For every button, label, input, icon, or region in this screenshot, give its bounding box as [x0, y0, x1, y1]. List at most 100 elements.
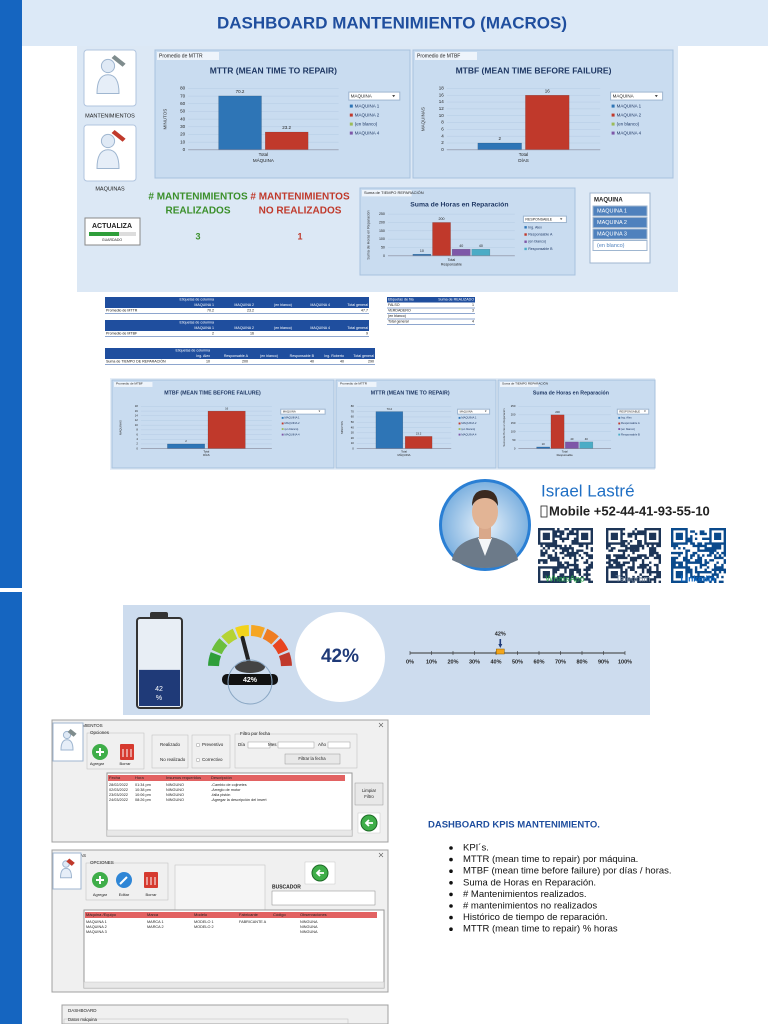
- pencil: [119, 876, 128, 885]
- chart-tab-label: Suma de TIEMPO REPARACIÓN: [364, 190, 424, 195]
- bullet: [449, 869, 453, 873]
- avatar-shirt: [478, 538, 492, 556]
- bullet: [449, 892, 453, 897]
- profile-link[interactable]: Telegram: [616, 573, 651, 583]
- bar: [579, 441, 594, 449]
- pivot-cell: Promedio de MTTR: [106, 309, 138, 313]
- trash: [122, 749, 132, 757]
- y-tick-label: 30: [180, 124, 186, 129]
- icon-head: [62, 730, 72, 740]
- legend-swatch: [611, 104, 615, 108]
- legend-label: (en blanco): [621, 427, 635, 431]
- group-box: [85, 862, 169, 901]
- legend-label: Responsable B: [528, 247, 553, 251]
- pivot-cell: Suma de REALIZADO: [438, 298, 474, 302]
- slicer-item-label: (en blanco): [597, 243, 625, 249]
- profile-link[interactable]: LinkedIn: [681, 573, 716, 583]
- phone-glyph: [540, 505, 548, 518]
- table: [106, 772, 353, 837]
- value-label: 40: [459, 244, 463, 248]
- bar: [525, 95, 570, 151]
- table-header-label: Fecha: [109, 775, 121, 780]
- table-cell: -Agregar la descripción del insert: [211, 798, 267, 802]
- legend-label: (en blanco): [617, 121, 640, 126]
- y-tick-label: 200: [511, 413, 516, 417]
- slicer-item[interactable]: [592, 217, 648, 228]
- y-tick-label: 60: [351, 415, 355, 419]
- legend-swatch: [524, 233, 527, 236]
- profile-name: Israel Lastré: [541, 481, 635, 500]
- radio-label: Realizado: [160, 742, 181, 747]
- clear-button[interactable]: [354, 782, 384, 806]
- combo-box[interactable]: [327, 741, 351, 749]
- slider-tick-label: 70%: [555, 659, 566, 665]
- x-tick-label: Total: [519, 152, 529, 157]
- kpi-label: # MANTENIMIENTOS: [148, 192, 248, 203]
- y-tick-label: 8: [441, 120, 444, 125]
- form-title: DASHBOARD: [68, 1008, 97, 1013]
- slicer-item[interactable]: [592, 205, 648, 217]
- y-tick-label: 40: [180, 116, 186, 121]
- pivot-cell: 40: [310, 360, 314, 364]
- x-tick-label: Total: [401, 449, 407, 453]
- form-window: [61, 1004, 389, 1024]
- filter-button-label: Filtrar la fecha: [298, 756, 326, 761]
- header-band: [22, 0, 768, 46]
- y-tick-label: 70: [351, 409, 355, 413]
- filter-button[interactable]: [284, 753, 341, 765]
- update-button[interactable]: [84, 217, 141, 246]
- radio[interactable]: [195, 758, 200, 763]
- legend-swatch: [281, 428, 284, 430]
- table-cell: MAQUINA 3: [86, 930, 107, 934]
- legend-swatch: [618, 428, 621, 430]
- profile-link[interactable]: WhatsApp: [545, 573, 584, 583]
- pivot-cell: Total general: [353, 354, 374, 358]
- menu-button-label: MAQUINAS: [95, 186, 125, 192]
- legend-label: Ing. Alex: [621, 416, 632, 420]
- radio[interactable]: [195, 743, 200, 748]
- pivot-cell: Responsable A: [224, 354, 249, 358]
- form-close[interactable]: [378, 722, 384, 728]
- slider-tick-label: 90%: [598, 659, 609, 665]
- combo-box[interactable]: [277, 741, 315, 749]
- kpi-section-title: DASHBOARD KPIS MANTENIMIENTO.: [428, 820, 600, 831]
- y-tick-label: 4: [441, 133, 444, 138]
- bar: [550, 414, 565, 449]
- icon-body: [60, 739, 74, 751]
- legend-label: MAQUINA 1: [461, 416, 477, 420]
- kpi-label: REALIZADOS: [166, 206, 231, 217]
- legend-title: RESPONSABLE: [525, 217, 552, 221]
- chart-panel: [497, 379, 656, 469]
- slicer-item[interactable]: [592, 228, 648, 240]
- bar: [167, 443, 205, 449]
- search-input[interactable]: [271, 890, 376, 906]
- pivot-cell: MAQUINA 4: [310, 303, 330, 307]
- button-label: Borrar: [145, 892, 157, 897]
- chart-title: MTTR (MEAN TIME TO REPAIR): [210, 65, 337, 75]
- slicer-item[interactable]: [592, 240, 648, 251]
- gauge-readout: [222, 674, 278, 685]
- pivot-cell: FALSO: [388, 303, 400, 307]
- y-tick-label: 12: [135, 418, 139, 422]
- x-tick-label: Total: [562, 449, 568, 453]
- form-close[interactable]: [378, 852, 384, 858]
- value-label: 16: [545, 88, 551, 93]
- value-label: 23.2: [416, 432, 422, 436]
- pivot-cell: 23.2: [247, 309, 254, 313]
- pivot-cell: 200: [242, 360, 248, 364]
- value-label: 40: [479, 244, 483, 248]
- y-tick-label: 18: [135, 404, 139, 408]
- combo-box[interactable]: [247, 741, 271, 749]
- pivot-cell: 47.7: [361, 309, 368, 313]
- chart-tab-label: Promedio de MTBF: [417, 53, 460, 59]
- table: [83, 909, 385, 989]
- pivot-header-cell: [105, 302, 175, 308]
- search-label: BUSCADOR: [272, 884, 301, 890]
- pivot-cell: Etiquetas de fila: [388, 298, 414, 302]
- y-tick-label: 50: [512, 438, 516, 442]
- bar: [265, 131, 309, 151]
- pivot-cell: 40: [340, 360, 344, 364]
- pivot-cell: (en blanco): [274, 303, 292, 307]
- legend-swatch: [349, 122, 353, 126]
- pivot-header-cell: [175, 320, 215, 326]
